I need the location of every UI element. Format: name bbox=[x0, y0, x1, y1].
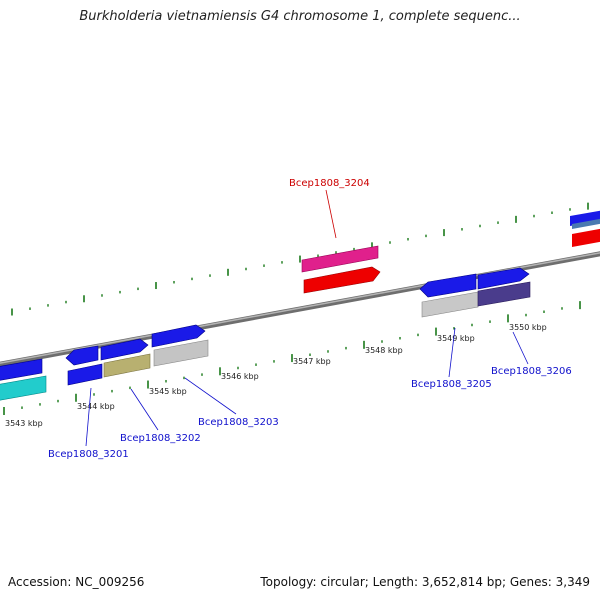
kbp-label-3546: 3546 kbp bbox=[221, 372, 259, 381]
gene-cluster-left[interactable] bbox=[0, 324, 209, 402]
gene-label-bcep1808-3204: Bcep1808_3204 bbox=[289, 178, 370, 189]
gene-label-bcep1808-3201: Bcep1808_3201 bbox=[48, 449, 129, 460]
sequence-summary: Topology: circular; Length: 3,652,814 bp… bbox=[260, 575, 590, 589]
gene-bcep1808-3202 bbox=[100, 338, 149, 361]
gene-bcep1808-3203-gray bbox=[153, 339, 209, 367]
gene-label-bcep1808-3205: Bcep1808_3205 bbox=[411, 379, 492, 390]
accession-label: Accession: NC_009256 bbox=[8, 575, 145, 589]
kbp-label-3550: 3550 kbp bbox=[509, 323, 547, 332]
gene-left-edge-cyan bbox=[0, 375, 47, 401]
gene-label-leaders bbox=[85, 189, 529, 447]
gene-bcep1808-3204-block[interactable] bbox=[301, 245, 381, 294]
gene-bcep1808-3201-arrow bbox=[65, 345, 99, 366]
gene-edge-blue bbox=[570, 210, 600, 226]
kbp-label-3543: 3543 kbp bbox=[5, 419, 43, 428]
kbp-label-3549: 3549 kbp bbox=[437, 334, 475, 343]
gene-bcep1808-3206-purple bbox=[477, 281, 531, 307]
gene-label-bcep1808-3206: Bcep1808_3206 bbox=[491, 366, 572, 377]
gene-bcep1808-3206 bbox=[477, 267, 530, 290]
gene-bcep1808-3204 bbox=[301, 245, 379, 273]
gene-label-bcep1808-3203: Bcep1808_3203 bbox=[198, 417, 279, 428]
kbp-label-3548: 3548 kbp bbox=[365, 346, 403, 355]
kbp-label-3547: 3547 kbp bbox=[293, 357, 331, 366]
gene-bcep1808-3204-strand bbox=[303, 266, 381, 294]
gene-bcep1808-3205 bbox=[419, 273, 477, 298]
sequence-title: Burkholderia vietnamiensis G4 chromosome… bbox=[79, 9, 521, 24]
gene-left-edge-blue bbox=[0, 358, 43, 381]
scale-labels: 3543 kbp 3544 kbp 3545 kbp 3546 kbp 3547… bbox=[5, 323, 547, 428]
gene-labels[interactable]: Bcep1808_3201 Bcep1808_3202 Bcep1808_320… bbox=[48, 178, 572, 460]
gene-edge-red bbox=[572, 228, 600, 247]
kbp-label-3545: 3545 kbp bbox=[149, 387, 187, 396]
gene-bcep1808-3202-olive bbox=[103, 353, 151, 378]
gene-label-bcep1808-3202: Bcep1808_3202 bbox=[120, 433, 201, 444]
gene-bcep1808-3201 bbox=[67, 363, 103, 386]
kbp-label-3544: 3544 kbp bbox=[77, 402, 115, 411]
gene-edge-steel bbox=[572, 218, 600, 229]
gene-right-edge-block[interactable] bbox=[570, 209, 600, 247]
gene-bcep1808-3203 bbox=[151, 324, 206, 348]
gene-cluster-right[interactable] bbox=[419, 267, 531, 318]
gene-bcep1808-3205-gray bbox=[421, 291, 479, 318]
